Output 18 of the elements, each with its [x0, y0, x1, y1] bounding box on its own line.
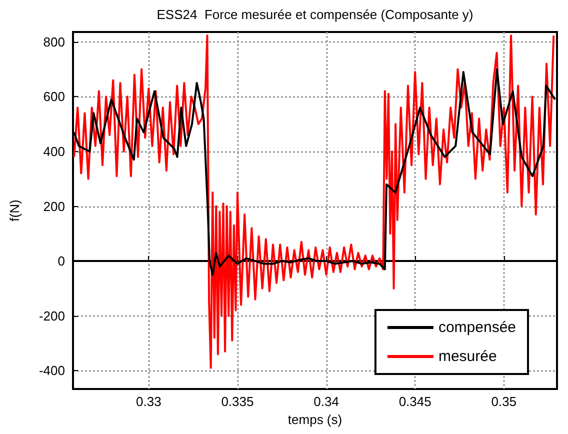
x-tick-label: 0.33: [136, 394, 162, 409]
y-tick-label: 0: [58, 254, 65, 269]
x-axis-title: temps (s): [288, 412, 342, 427]
legend-label: compensée: [438, 319, 516, 336]
x-tick-label: 0.34: [314, 394, 339, 409]
y-tick-label: 800: [43, 34, 65, 50]
x-tick-label: 0.335: [221, 394, 254, 409]
y-tick-label: 600: [43, 89, 65, 104]
legend-label: mesurée: [438, 348, 497, 365]
x-tick-label: 0.35: [491, 394, 517, 409]
chart-title: ESS24 Force mesurée et compensée (Composante y): [156, 7, 474, 22]
y-tick-label: -200: [38, 308, 65, 324]
y-tick-label: 200: [43, 198, 65, 214]
y-axis-title: f(N): [7, 200, 22, 222]
y-tick-label: -400: [38, 363, 65, 378]
line-series: [73, 34, 555, 369]
y-tick-label: 400: [43, 144, 65, 159]
x-tick-label: 0.345: [398, 394, 432, 409]
